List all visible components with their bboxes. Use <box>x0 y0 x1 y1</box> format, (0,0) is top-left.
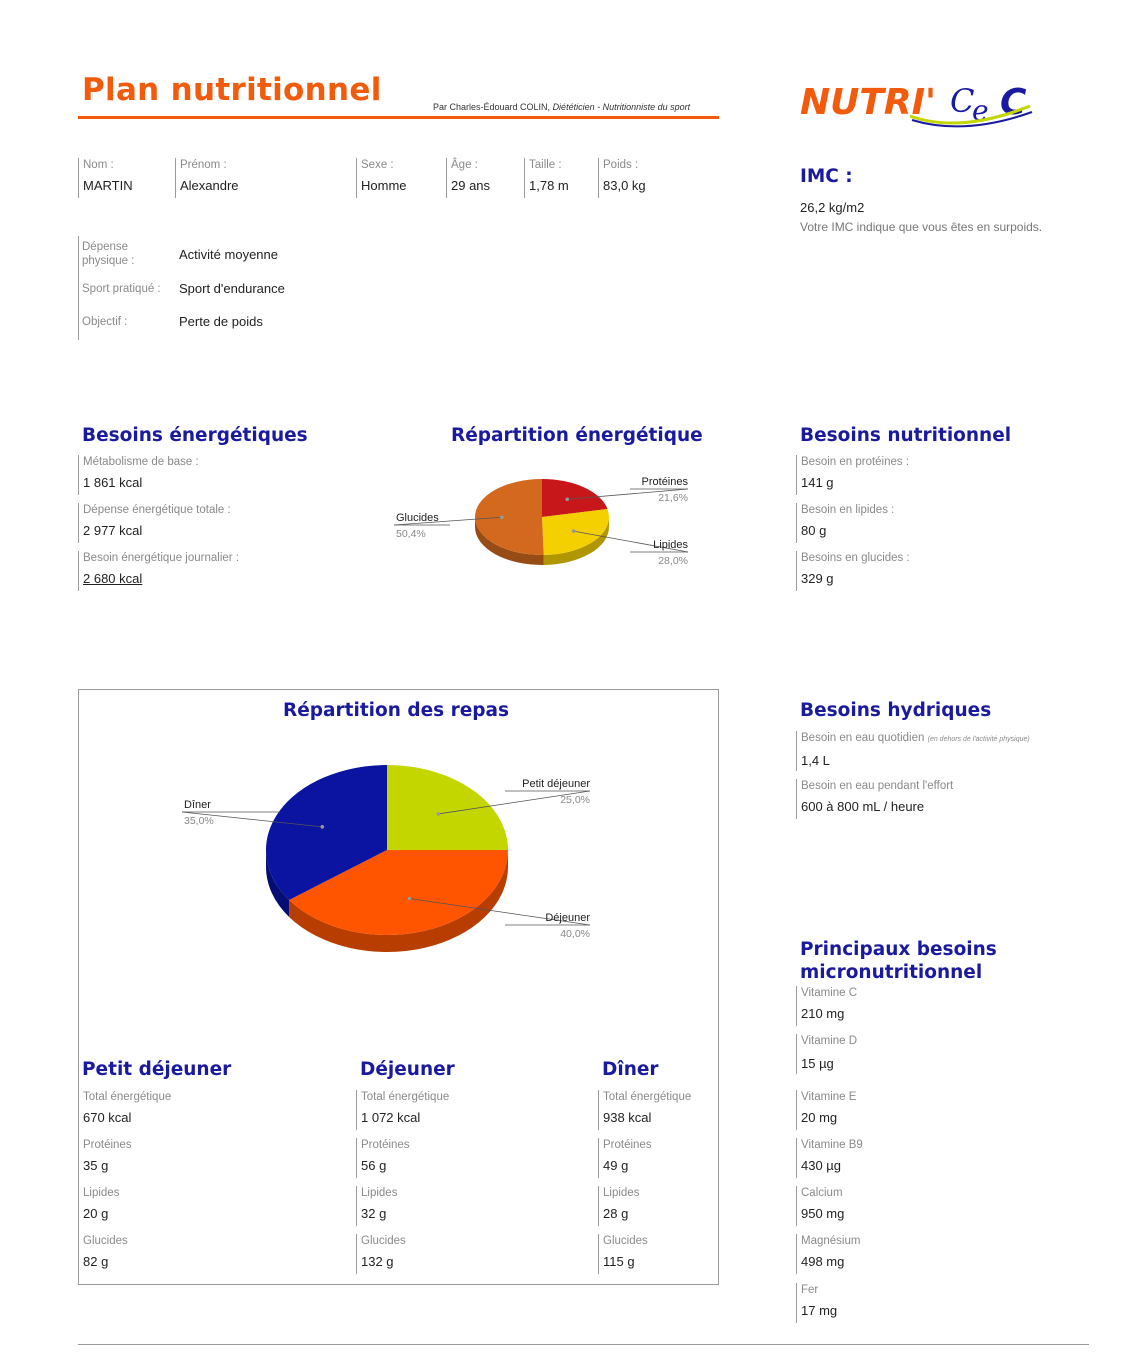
glucides-field: Besoins en glucides : 329 g <box>796 551 910 591</box>
pie-percent-label: 21,6% <box>658 492 688 504</box>
micro-item: Vitamine D 15 µg <box>796 1034 857 1074</box>
meal-energy-field: Total énergétique 670 kcal <box>78 1090 171 1130</box>
pie-percent-label: 28,0% <box>658 555 688 567</box>
profile-divider <box>78 236 79 340</box>
eau-effort-field: Besoin en eau pendant l'effort 600 à 800… <box>796 779 953 819</box>
pie-slice-side <box>289 850 508 952</box>
pie-label: Déjeuner <box>545 912 590 924</box>
nom-field: Nom : MARTIN <box>78 158 133 198</box>
footer-rule <box>78 1344 1089 1345</box>
pie-slice <box>474 479 544 555</box>
sport-label: Sport pratiqué : <box>82 283 161 295</box>
meal-lip-field: Lipides 32 g <box>356 1186 397 1226</box>
micro-title: Principaux besoins micronutritionnel <box>800 939 997 983</box>
besoins-energetiques-title: Besoins énergétiques <box>82 425 308 446</box>
meal-energy-field: Total énergétique 1 072 kcal <box>356 1090 449 1130</box>
pie-leader-dot <box>436 812 441 816</box>
pie-slice-side <box>266 850 290 917</box>
energy-pie-chart: Protéines 21,6% Lipides 28,0% Glucides 50,4% <box>393 476 689 567</box>
prenom-field: Prénom : Alexandre <box>175 158 239 198</box>
meals-pie-chart: Petit déjeuner 25,0% Déjeuner 40,0% Dîner 35,… <box>181 765 591 952</box>
sexe-field: Sexe : Homme <box>356 158 407 198</box>
depense-label: Dépense physique : <box>82 241 135 267</box>
pie-leader-line <box>393 516 502 526</box>
imc-value: 26,2 kg/m2 <box>800 200 865 215</box>
meal-energy-field: Total énergétique 938 kcal <box>598 1090 691 1130</box>
pie-percent-label: 40,0% <box>560 928 590 940</box>
pie-slice <box>542 479 608 517</box>
hydriques-title: Besoins hydriques <box>800 700 992 721</box>
meal-lip-field: Lipides 20 g <box>78 1186 119 1226</box>
objectif-value: Perte de poids <box>179 314 263 329</box>
meal-lip-field: Lipides 28 g <box>598 1186 639 1226</box>
objectif-label: Objectif : <box>82 316 128 328</box>
pie-leader-line <box>409 898 591 926</box>
imc-title: IMC : <box>800 166 853 187</box>
taille-field: Taille : 1,78 m <box>524 158 569 198</box>
eau-quotidien-field: Besoin en eau quotidien (en dehors de l'… <box>796 731 1030 771</box>
pie-leader-dot <box>320 825 325 829</box>
micro-item: Vitamine E 20 mg <box>796 1090 856 1130</box>
micro-item: Calcium 950 mg <box>796 1186 844 1226</box>
pie-label: Petit déjeuner <box>522 778 590 790</box>
meal-title: Déjeuner <box>360 1059 455 1080</box>
pie-percent-label: 50,4% <box>396 528 426 540</box>
meal-prot-field: Protéines 35 g <box>78 1138 132 1178</box>
meal-gluc-field: Glucides 82 g <box>78 1234 128 1274</box>
age-field: Âge : 29 ans <box>446 158 490 198</box>
pie-slice <box>289 850 508 935</box>
pie-label: Lipides <box>653 539 688 551</box>
micro-item: Magnésium 498 mg <box>796 1234 860 1274</box>
lipides-field: Besoin en lipides : 80 g <box>796 503 894 543</box>
sport-value: Sport d'endurance <box>179 281 285 296</box>
proteines-field: Besoin en protéines : 141 g <box>796 455 909 495</box>
pie-percent-label: 35,0% <box>184 815 214 827</box>
pie-leader-line <box>567 488 689 500</box>
metabolisme-field: Métabolisme de base : 1 861 kcal <box>78 455 199 495</box>
besoin-journalier-field: Besoin énergétique journalier : 2 680 kc… <box>78 551 239 591</box>
meal-title: Dîner <box>602 1059 659 1080</box>
pie-label: Protéines <box>642 476 689 488</box>
pie-leader-dot <box>407 896 412 901</box>
meal-prot-field: Protéines 56 g <box>356 1138 410 1178</box>
logo-text-c2: C <box>1000 82 1027 123</box>
repartition-repas-title: Répartition des repas <box>283 700 509 721</box>
pie-label: Dîner <box>184 799 211 811</box>
pie-leader-line <box>573 530 689 553</box>
pie-leader-dot <box>565 497 570 502</box>
micro-item: Vitamine B9 430 µg <box>796 1138 863 1178</box>
pie-label: Glucides <box>396 512 439 524</box>
page-title: Plan nutritionnel <box>82 72 382 108</box>
depense-value: Activité moyenne <box>179 247 278 262</box>
besoins-nutritionnel-title: Besoins nutritionnel <box>800 425 1012 446</box>
meals-box <box>78 689 719 1285</box>
title-underline <box>78 116 719 119</box>
depense-totale-field: Dépense énergétique totale : 2 977 kcal <box>78 503 231 543</box>
pie-slice-side <box>543 517 609 565</box>
logo-text-c1: C <box>950 82 974 120</box>
meal-gluc-field: Glucides 132 g <box>356 1234 406 1274</box>
meal-prot-field: Protéines 49 g <box>598 1138 652 1178</box>
micro-item: Vitamine C 210 mg <box>796 986 857 1026</box>
logo-graphic: NUTRI' C e C <box>800 82 1033 128</box>
pie-leader-line <box>438 790 591 815</box>
pie-slice <box>542 508 609 555</box>
micro-item: Fer 17 mg <box>796 1283 837 1323</box>
pie-slice-side <box>475 517 544 565</box>
meal-gluc-field: Glucides 115 g <box>598 1234 648 1274</box>
pie-slice <box>266 765 387 900</box>
pie-percent-label: 25,0% <box>560 794 590 806</box>
pie-slice <box>387 765 508 850</box>
pie-leader-dot <box>500 515 504 520</box>
repartition-energetique-title: Répartition énergétique <box>451 425 703 446</box>
pie-leader-dot <box>571 529 576 533</box>
meal-title: Petit déjeuner <box>82 1059 232 1080</box>
brand-logo: NUTRI' C e C <box>800 76 1040 136</box>
imc-interpretation: Votre IMC indique que vous êtes en surpo… <box>800 220 1043 234</box>
pie-leader-line <box>181 811 323 828</box>
author-byline: Par Charles-Édouard COLIN, Diététicien -… <box>433 102 691 112</box>
poids-field: Poids : 83,0 kg <box>598 158 646 198</box>
